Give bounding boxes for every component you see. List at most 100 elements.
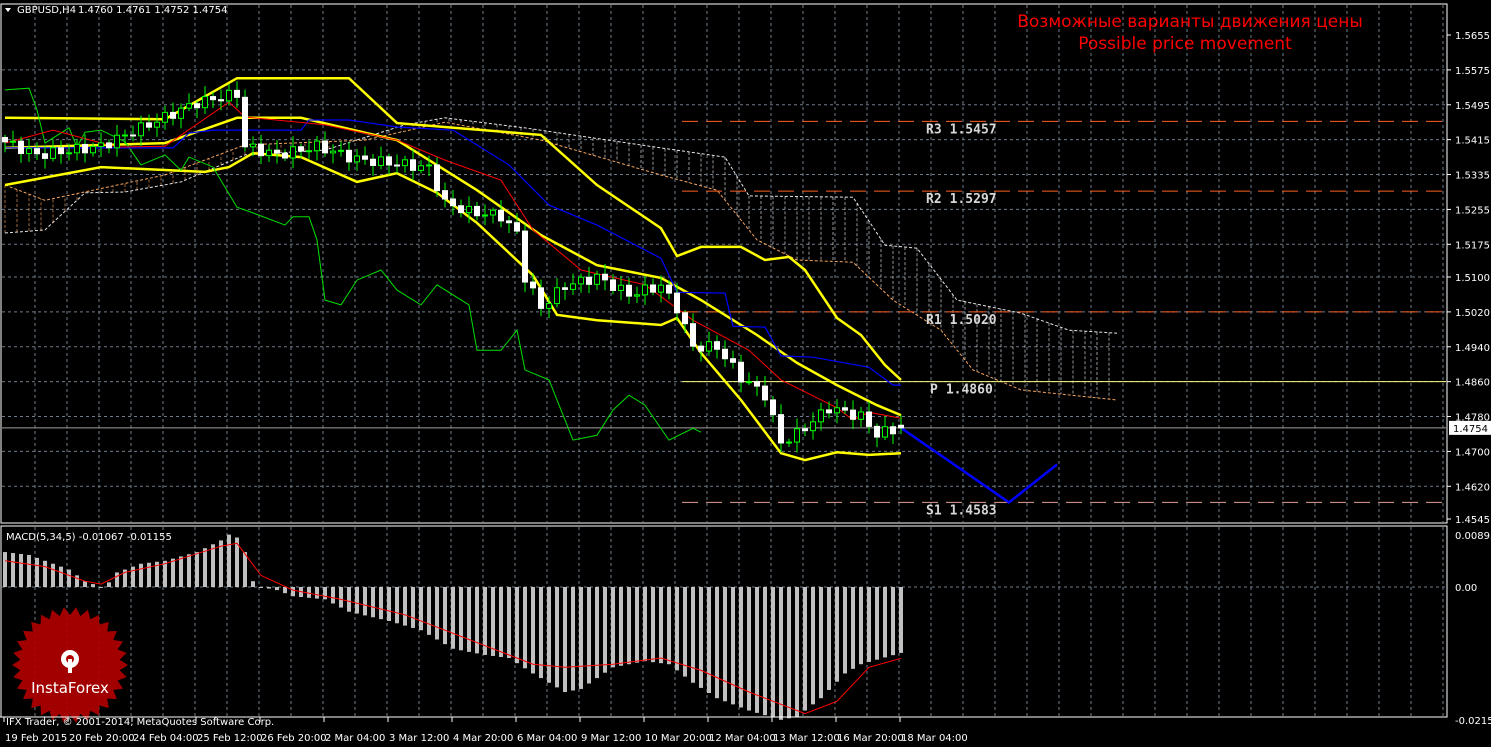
candle-body-bull: [882, 426, 888, 438]
candle: [50, 139, 56, 162]
price-tick-label: 1.5415: [1455, 136, 1490, 147]
candle: [570, 273, 576, 295]
macd-histogram-bar: [323, 587, 327, 600]
candle-body-bear: [506, 220, 512, 224]
pivot-name: P: [930, 383, 938, 398]
candle: [66, 143, 72, 161]
macd-histogram-bar: [107, 582, 111, 587]
pivot-label-r3: R3 1.5457: [926, 122, 997, 137]
candle-body-bull: [338, 149, 344, 152]
candle-body-bull: [642, 284, 648, 296]
macd-histogram-bar: [811, 587, 815, 705]
candle: [714, 335, 720, 359]
macd-histogram-bar: [219, 540, 223, 587]
macd-histogram-bar: [843, 587, 847, 674]
candle-body-bull: [178, 107, 184, 119]
time-tick-label: 12 Mar 04:00: [709, 733, 776, 744]
macd-histogram-bar: [675, 587, 679, 671]
macd-histogram-bar: [147, 562, 151, 587]
macd-histogram-bar: [115, 572, 119, 587]
candle: [138, 115, 144, 147]
candle: [698, 341, 704, 362]
macd-histogram-bar: [195, 552, 199, 587]
candle-body-bear: [714, 341, 720, 350]
candle: [282, 149, 288, 162]
candle: [450, 189, 456, 216]
candle: [658, 275, 664, 303]
candle-body-bull: [66, 152, 72, 155]
macd-histogram-bar: [331, 587, 335, 604]
candle-body-bear: [386, 156, 392, 166]
time-tick-label: 18 Mar 04:00: [901, 733, 968, 744]
candle-body-bear: [730, 358, 736, 363]
macd-histogram-bar: [355, 587, 359, 614]
candle: [738, 354, 744, 393]
macd-histogram-bar: [539, 587, 543, 679]
candle-body-bear: [850, 409, 856, 420]
time-tick-label: 16 Mar 20:00: [837, 733, 904, 744]
candle-body-bull: [658, 284, 664, 293]
pivot-value: 1.4860: [946, 383, 993, 398]
candle: [346, 141, 352, 171]
dropdown-triangle-icon[interactable]: [5, 8, 11, 12]
candle-body-bear: [674, 292, 680, 314]
macd-histogram-bar: [227, 534, 231, 587]
time-tick-label: 10 Mar 20:00: [645, 733, 712, 744]
macd-histogram-bar: [163, 560, 167, 587]
macd-histogram-bar: [395, 587, 399, 624]
price-axis[interactable]: 1.5655 1.5575 1.5495 1.5415 1.5335 1.5255 1.51…: [1447, 31, 1491, 727]
ichimoku-cloud: [4, 117, 1118, 401]
macd-histogram-bar: [363, 587, 367, 616]
candle: [626, 277, 632, 304]
candle-body-bull: [402, 159, 408, 167]
candle-body-bear: [194, 103, 200, 109]
candle-body-bull: [306, 150, 312, 153]
macd-signal-line: [4, 542, 902, 715]
macd-histogram-bar: [803, 587, 807, 711]
macd-histogram-bar: [715, 587, 719, 699]
candle: [234, 81, 240, 108]
candle-body-bear: [698, 345, 704, 352]
candle: [666, 280, 672, 300]
candles: [2, 81, 904, 453]
price-tick-label: 1.5100: [1455, 273, 1490, 284]
candle: [554, 278, 560, 308]
macd-histogram-bar: [59, 566, 63, 587]
candle-body-bear: [130, 134, 136, 137]
candle-body-bull: [114, 134, 120, 149]
candle: [210, 92, 216, 108]
candle: [514, 212, 520, 235]
grid: [2, 5, 1446, 716]
time-tick-label: 19 Feb 2015: [5, 733, 67, 744]
candle-body-bull: [786, 441, 792, 444]
candle: [362, 146, 368, 165]
macd-histogram-bar: [83, 581, 87, 587]
gear-icon: [61, 650, 79, 673]
annotation-title-ru: Возможные варианты движения цены: [1017, 12, 1363, 32]
candle: [378, 146, 384, 170]
candle: [770, 396, 776, 423]
candle-body-bull: [466, 205, 472, 214]
macd-histogram-bar: [795, 587, 799, 717]
candle: [114, 124, 120, 157]
ohlc-values: 1.4760 1.4761 1.4752 1.4754: [78, 5, 228, 16]
candle-body-bear: [802, 428, 808, 432]
macd-histogram-bar: [891, 587, 895, 656]
candle-body-bull: [554, 287, 560, 305]
candle-body-bull: [98, 142, 104, 147]
candle: [130, 125, 136, 142]
bollinger-lower: [4, 151, 902, 462]
candle: [322, 131, 328, 157]
candle-body-bull: [26, 148, 32, 155]
macd-histogram-bar: [443, 587, 447, 645]
candle-body-bear: [778, 414, 784, 444]
candle-body-bear: [866, 411, 872, 427]
candle-body-bear: [242, 96, 248, 148]
candle: [786, 438, 792, 447]
macd-histogram-bar: [371, 587, 375, 618]
candle: [418, 159, 424, 174]
time-tick-label: 3 Mar 12:00: [389, 733, 449, 744]
